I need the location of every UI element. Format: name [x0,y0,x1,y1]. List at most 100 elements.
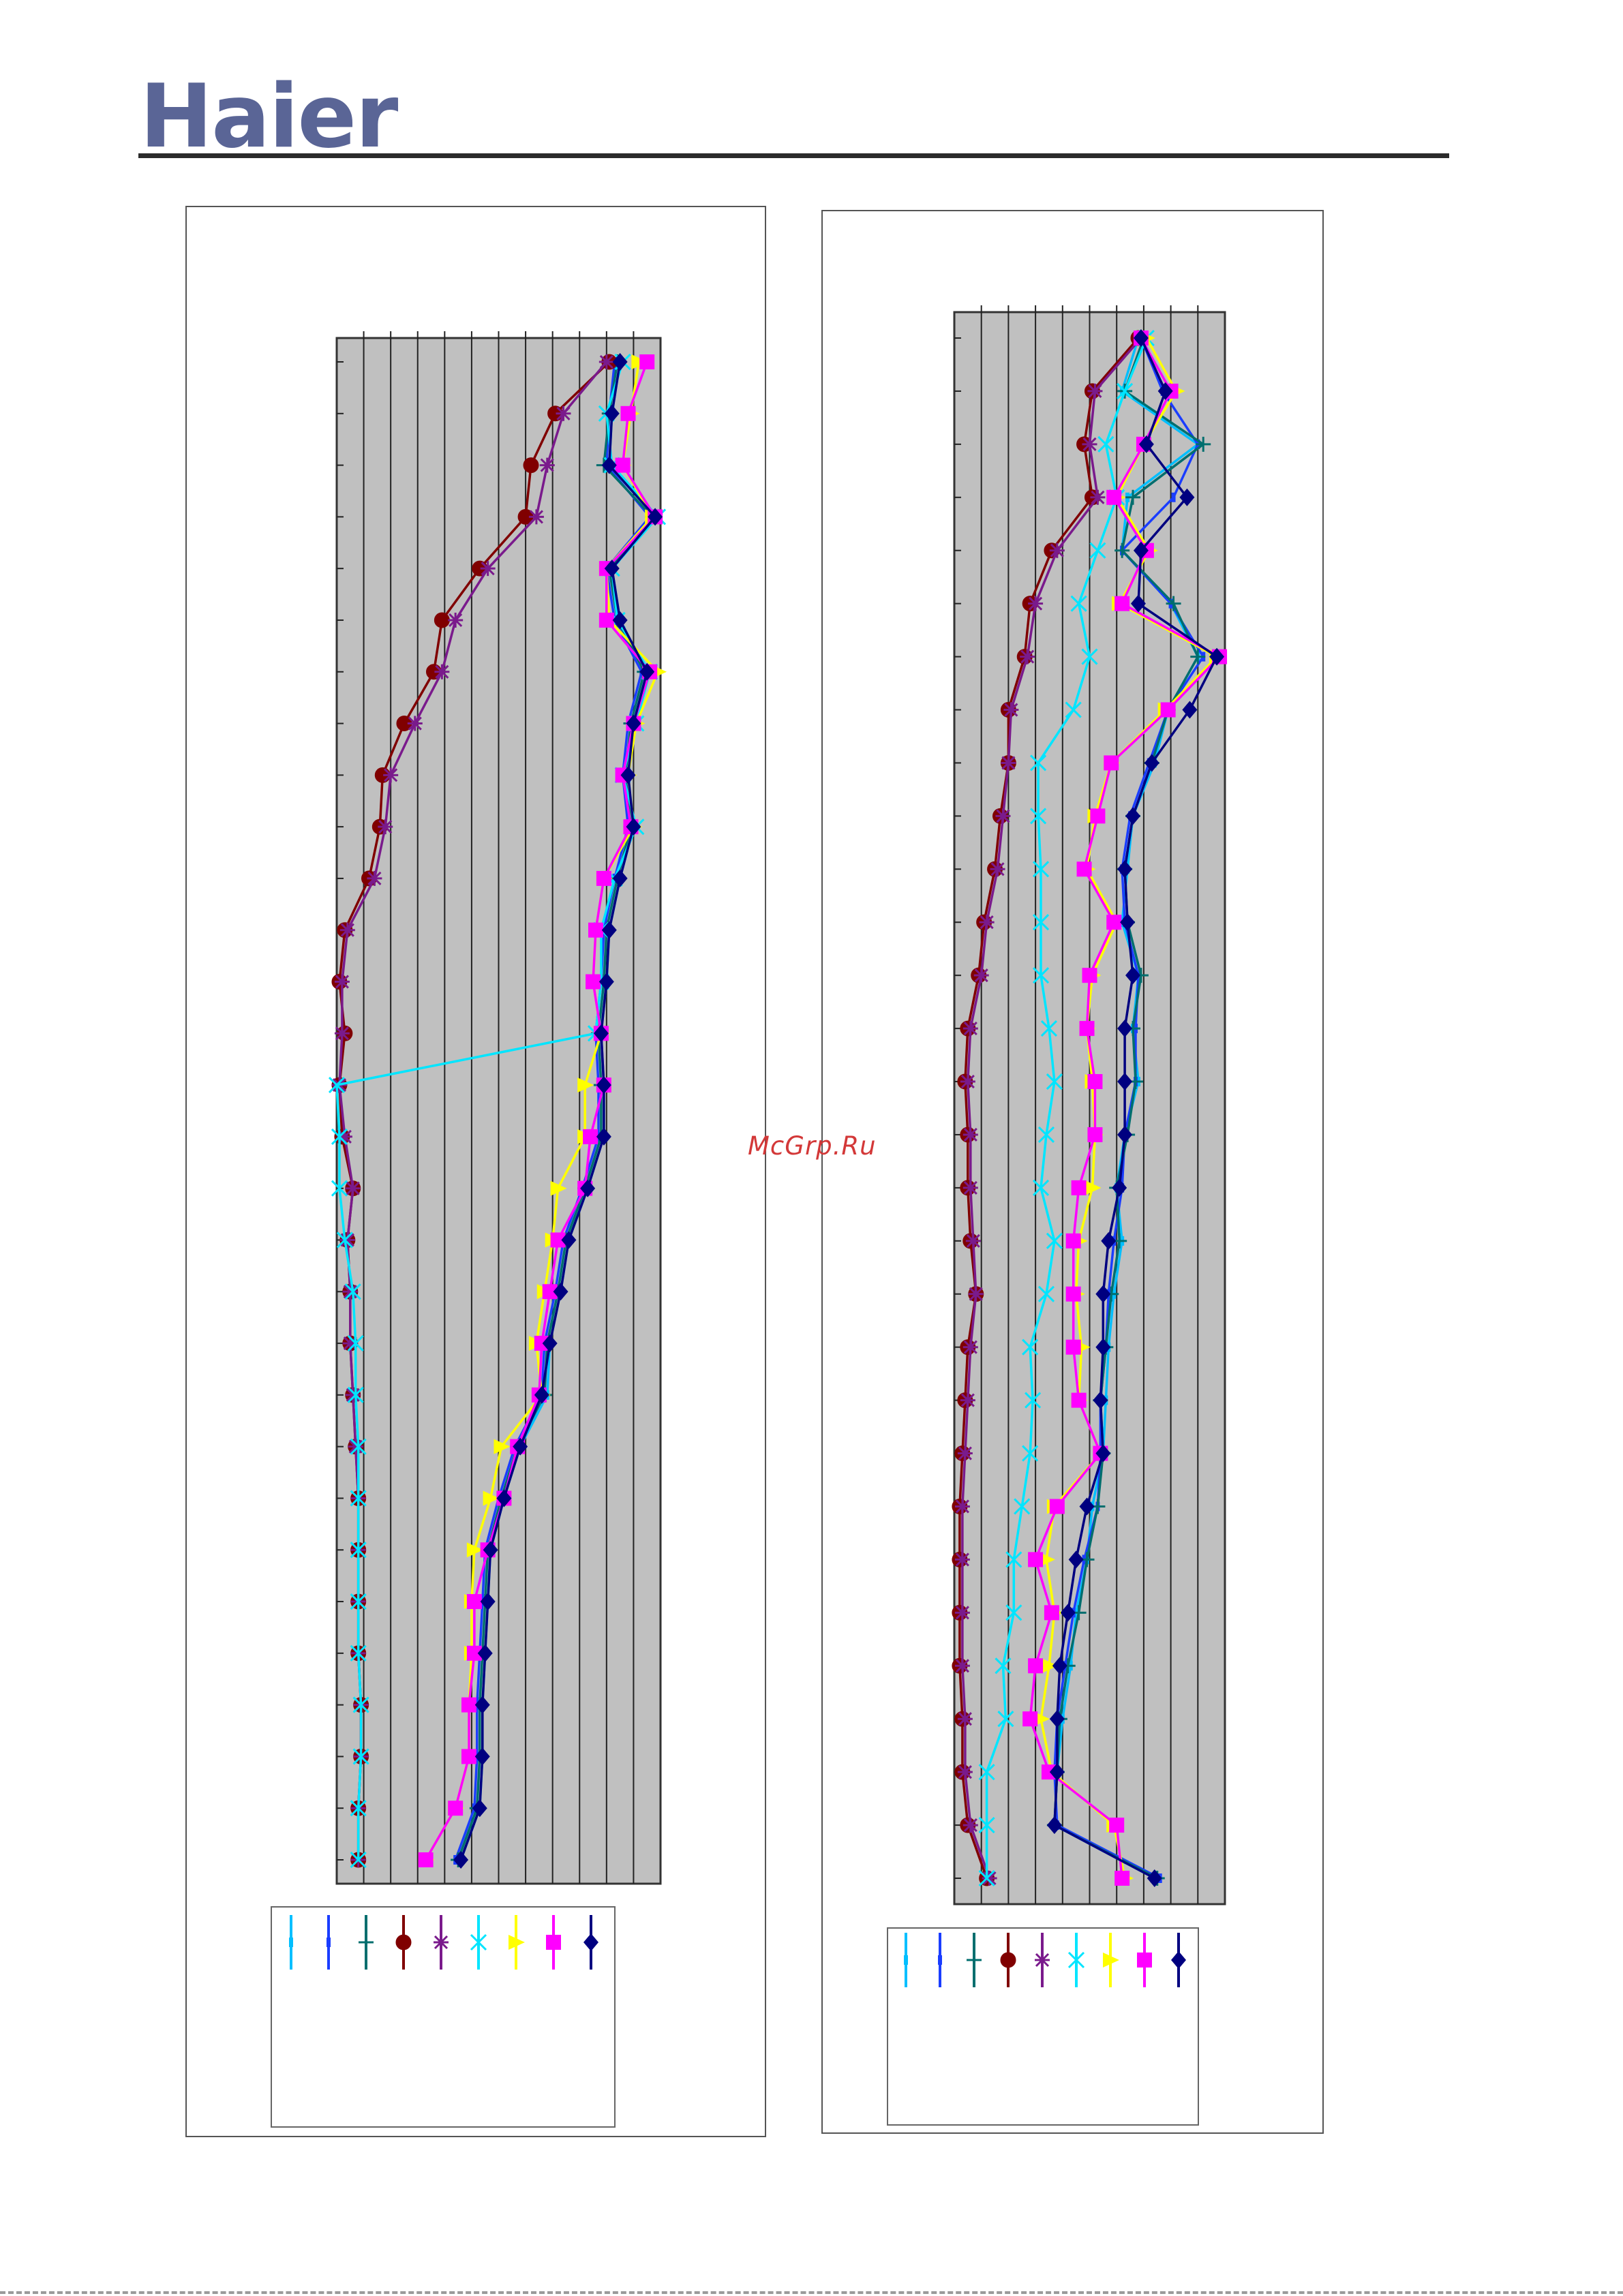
series-line [961,337,1142,1879]
legend-entry-7 [1103,1933,1119,1987]
data-point [1046,1816,1062,1835]
legend-marker [1171,1951,1186,1969]
legend-marker [967,1953,982,1968]
data-point [598,973,614,991]
data-point [1133,541,1149,560]
data-point [973,968,989,983]
data-point [962,1818,978,1833]
legend-marker [546,1935,561,1950]
data-point [345,1180,361,1196]
data-point [342,1284,358,1300]
data-point [1065,1233,1081,1249]
series-line [425,361,660,1861]
data-point [1160,702,1176,718]
data-point [331,1128,348,1145]
data-point [1032,1179,1050,1196]
data-point [448,612,464,628]
data-point [466,1594,482,1610]
data-point [350,1593,367,1610]
data-point [965,1233,981,1249]
legend-marker [1000,1952,1016,1968]
data-point [367,870,382,886]
data-point [1020,649,1035,664]
data-point [1060,1604,1076,1622]
legend-entry-6 [470,1915,487,1970]
data-point [383,767,399,783]
data-point [604,560,620,578]
data-point [639,662,655,681]
legend-marker [289,1938,293,1947]
data-point [626,818,641,836]
data-point [474,1747,490,1766]
data-point [523,457,539,474]
data-point [561,1231,577,1249]
data-point [328,1077,346,1094]
data-point [337,1129,352,1144]
data-point [586,974,601,990]
data-point [588,922,603,938]
data-point [1032,967,1050,984]
data-point [995,808,1011,824]
series-line [335,361,660,1860]
data-point [1095,1444,1111,1463]
data-point [612,353,628,371]
data-point [418,1852,434,1867]
data-point [336,1231,353,1249]
data-point [339,1232,355,1248]
data-point [350,1438,367,1455]
series-line [454,361,652,1861]
data-point [577,1077,594,1093]
data-point [1049,1710,1065,1728]
data-point [483,1541,498,1559]
data-point [461,1697,476,1713]
legend-left [271,1906,616,2128]
legend-entry-1 [904,1933,908,1987]
series-line [1053,337,1205,1880]
series-9 [1046,329,1225,1887]
data-point [1068,1550,1084,1569]
data-point [347,1335,364,1352]
legend-marker [470,1933,487,1951]
data-point [1065,701,1082,718]
data-point [344,1283,361,1300]
data-point [960,1074,975,1090]
data-point [990,861,1005,877]
data-point [1101,1231,1117,1250]
data-point [528,509,544,525]
data-point [1090,489,1106,505]
data-point [378,819,393,835]
legend-entry-4 [395,1915,412,1970]
data-point [997,1711,1014,1728]
data-point [957,1445,973,1461]
legend-marker [395,1934,412,1950]
series-6 [978,329,1155,1887]
data-point [1005,1604,1022,1621]
legend-marker [1103,1953,1119,1968]
legend-entry-9 [1171,1933,1186,1987]
data-point [601,456,617,474]
series-line [1053,337,1206,1880]
data-point [1081,648,1098,665]
data-point [1049,1763,1065,1781]
data-point [1001,755,1016,771]
data-point [1138,435,1154,453]
data-point [1028,1552,1044,1567]
data-point [1196,436,1211,452]
data-point [1025,1392,1042,1409]
data-point [954,1605,970,1621]
data-point [542,1334,558,1353]
data-point [534,1386,549,1404]
data-point [1114,542,1130,558]
data-point [480,1593,496,1611]
data-point [539,457,555,473]
data-point [466,1542,483,1558]
legend-entry-5 [1035,1933,1050,1987]
data-point [556,405,571,421]
data-point [342,1336,358,1351]
data-point [1090,808,1106,824]
data-point [626,714,641,733]
data-point [620,405,636,421]
data-point [350,1490,367,1507]
data-point [347,1386,364,1403]
data-point [1166,596,1181,611]
